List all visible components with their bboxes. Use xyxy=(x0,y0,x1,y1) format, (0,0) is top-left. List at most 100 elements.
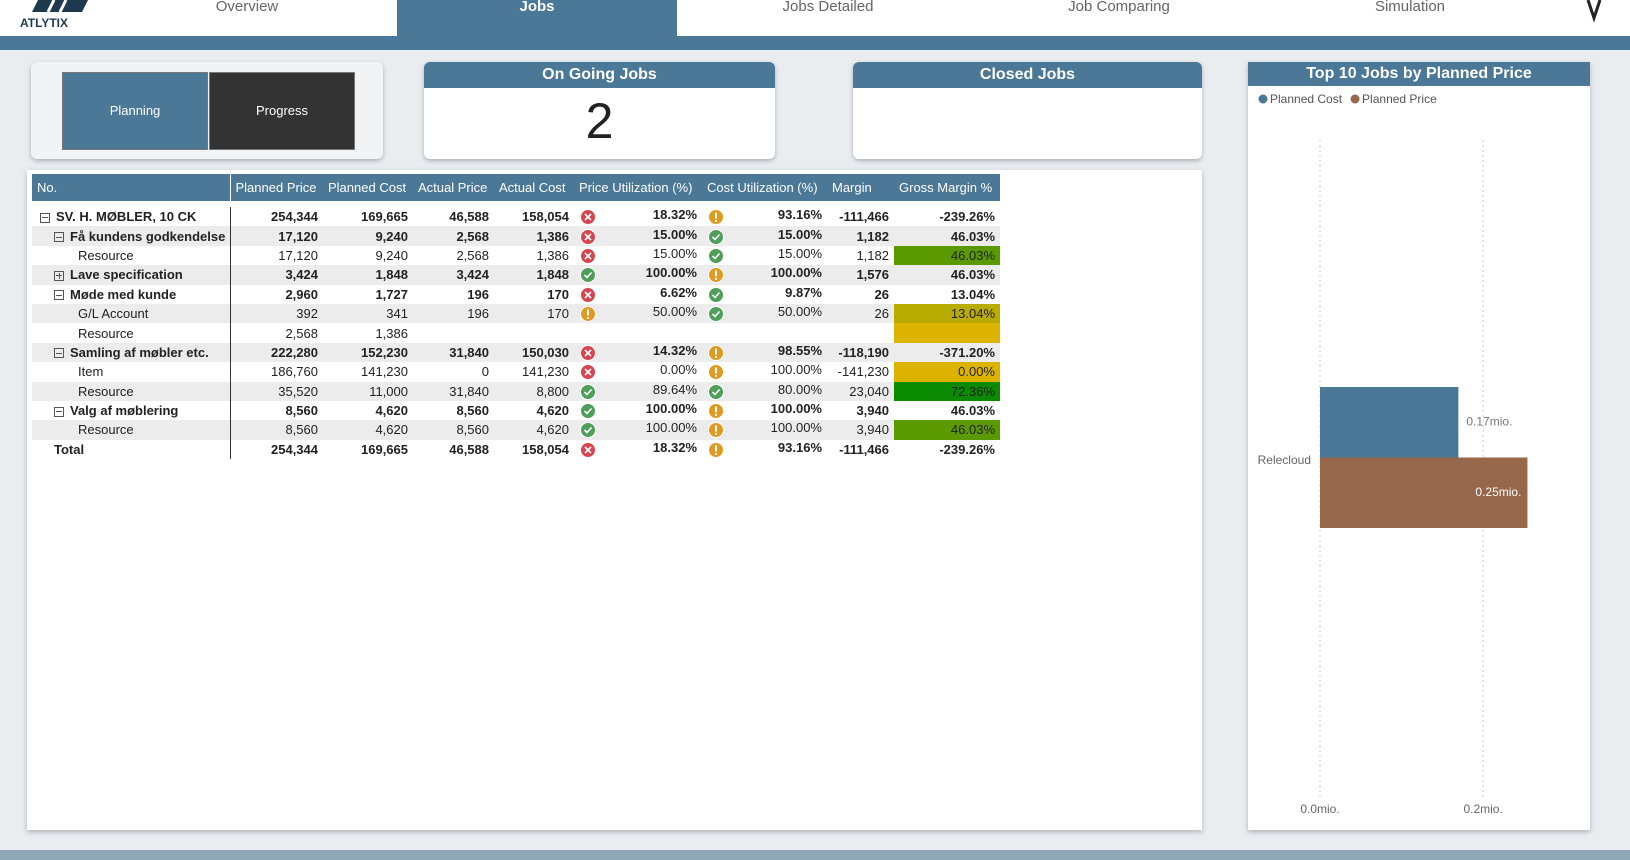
cell-text: 100.00% xyxy=(645,401,697,417)
cell-text: 13.04% xyxy=(950,286,995,302)
table-cell: 50.00% xyxy=(702,303,827,324)
table-cell: 1,576 xyxy=(827,265,894,285)
cell-text: 100.00% xyxy=(770,420,822,436)
table-cell: 8,560 xyxy=(413,420,494,440)
table-cell: 4,620 xyxy=(323,420,413,440)
cell-text: 392 xyxy=(296,306,318,322)
bar xyxy=(1320,457,1528,528)
legend-dot xyxy=(1350,94,1360,104)
table-cell: 196 xyxy=(413,303,494,324)
cell-text: 8,560 xyxy=(456,422,489,438)
table-cell: 141,230 xyxy=(323,362,413,381)
kpi-value: 2 xyxy=(585,93,614,149)
cell-text: 1,182 xyxy=(856,247,889,263)
nav-tab[interactable]: Job Comparing xyxy=(1068,0,1170,15)
cell-text: 341 xyxy=(386,306,408,322)
cell-text: 18.32% xyxy=(652,439,697,455)
expand-toggle[interactable] xyxy=(54,232,64,243)
table-cell: 9.87% xyxy=(702,285,827,304)
table-header: No. Planned Price Planned Cost Actual Price… xyxy=(32,174,1000,201)
cell-text: 26 xyxy=(874,286,889,302)
planning-button[interactable]: Planning xyxy=(62,72,208,150)
table-cell: 11,000 xyxy=(323,381,413,401)
data-label: 0.17mio. xyxy=(1466,414,1512,428)
cell-text: 15.00% xyxy=(777,226,822,242)
cell-text: 14.32% xyxy=(652,342,697,358)
kpi-card: Closed Jobs xyxy=(853,62,1202,159)
table-row: Resource 17,120 9,240 2,568 1,386 15.00% 15.00… xyxy=(32,245,1000,266)
cell-text: 186,760 xyxy=(271,364,318,380)
cell-text: Resource xyxy=(78,422,134,438)
table-cell: 46,588 xyxy=(413,207,494,226)
table-cell xyxy=(827,323,894,342)
table-cell: 1,386 xyxy=(494,246,574,265)
expand-toggle[interactable] xyxy=(54,348,64,359)
row-label: Resource xyxy=(32,420,231,440)
cell-text: 15.00% xyxy=(652,226,697,242)
table-cell: 46.03% xyxy=(894,245,1000,266)
nav-tab[interactable]: Jobs Detailed xyxy=(782,0,874,15)
cell-text: -111,466 xyxy=(839,441,889,457)
cell-text: 0.00% xyxy=(958,364,995,380)
cell-text: 100.00% xyxy=(770,401,822,417)
cell-text: Resource xyxy=(78,383,134,399)
status-icon xyxy=(708,267,724,284)
table-cell xyxy=(413,323,494,342)
cell-text: 46.03% xyxy=(950,228,995,244)
table-cell: -239.26% xyxy=(894,440,1000,459)
logo: ATLYTIX xyxy=(20,0,88,30)
table-cell: 141,230 xyxy=(494,362,574,381)
cell-text: 0 xyxy=(481,364,489,380)
cell-text: Få kundens godkendelse xyxy=(70,228,226,244)
cell-text: 9,240 xyxy=(375,228,408,244)
table-cell: 100.00% xyxy=(702,265,827,285)
cell-text: 11,000 xyxy=(369,383,408,399)
expand-toggle[interactable] xyxy=(40,212,50,223)
status-icon xyxy=(580,441,596,458)
status-icon xyxy=(708,422,724,439)
cell-text: 254,344 xyxy=(271,441,318,457)
nav-icon[interactable] xyxy=(1580,0,1610,26)
cell-text: 196 xyxy=(467,286,489,302)
jobs-table: No. Planned Price Planned Cost Actual Price… xyxy=(32,174,1000,460)
cell-text: 50.00% xyxy=(652,304,697,320)
table-cell: 341 xyxy=(323,303,413,324)
table-cell: 3,940 xyxy=(827,420,894,440)
cell-text: 158,054 xyxy=(522,441,569,457)
nav-tab[interactable]: Overview xyxy=(215,0,279,15)
column-header: No. xyxy=(32,174,231,201)
table-cell: 392 xyxy=(230,303,323,324)
table-cell: 150,030 xyxy=(494,342,574,363)
status-icon xyxy=(708,441,724,458)
cell-text: 17,120 xyxy=(278,228,318,244)
table-row: Samling af møbler etc. 222,280 152,230 31,8… xyxy=(32,342,1000,363)
data-label: 0.25mio. xyxy=(1475,485,1521,499)
cell-text: 170 xyxy=(547,286,569,302)
cell-text: 89.64% xyxy=(652,381,697,397)
cell-text: 26 xyxy=(874,306,889,322)
cell-text: Item xyxy=(78,364,104,380)
cell-text: -111,466 xyxy=(839,209,889,225)
cell-text: 50.00% xyxy=(777,304,822,320)
table-cell: -239.26% xyxy=(894,207,1000,226)
expand-toggle[interactable] xyxy=(54,270,64,281)
table-row: Resource 2,568 1,386 xyxy=(32,323,1000,343)
nav-tab[interactable]: Jobs xyxy=(397,0,677,36)
cell-text: 1,386 xyxy=(536,247,569,263)
cell-text: 31,840 xyxy=(449,383,489,399)
status-icon xyxy=(708,247,724,264)
table-cell: 8,560 xyxy=(230,401,323,420)
nav-tab[interactable]: Simulation xyxy=(1374,0,1446,15)
expand-toggle[interactable] xyxy=(54,290,64,301)
cell-text: 4,620 xyxy=(375,403,408,419)
progress-button[interactable]: Progress xyxy=(209,72,355,150)
table-cell: 80.00% xyxy=(702,381,827,401)
table-row: Resource 8,560 4,620 8,560 4,620 100.00% 100.0… xyxy=(32,420,1000,440)
cell-text: 3,940 xyxy=(856,403,889,419)
expand-toggle[interactable] xyxy=(54,406,64,417)
row-label: Få kundens godkendelse xyxy=(32,226,231,246)
cell-text: 4,620 xyxy=(375,422,408,438)
table-cell: 4,620 xyxy=(323,401,413,420)
table-cell: 2,568 xyxy=(413,226,494,246)
table-cell: 170 xyxy=(494,285,574,304)
